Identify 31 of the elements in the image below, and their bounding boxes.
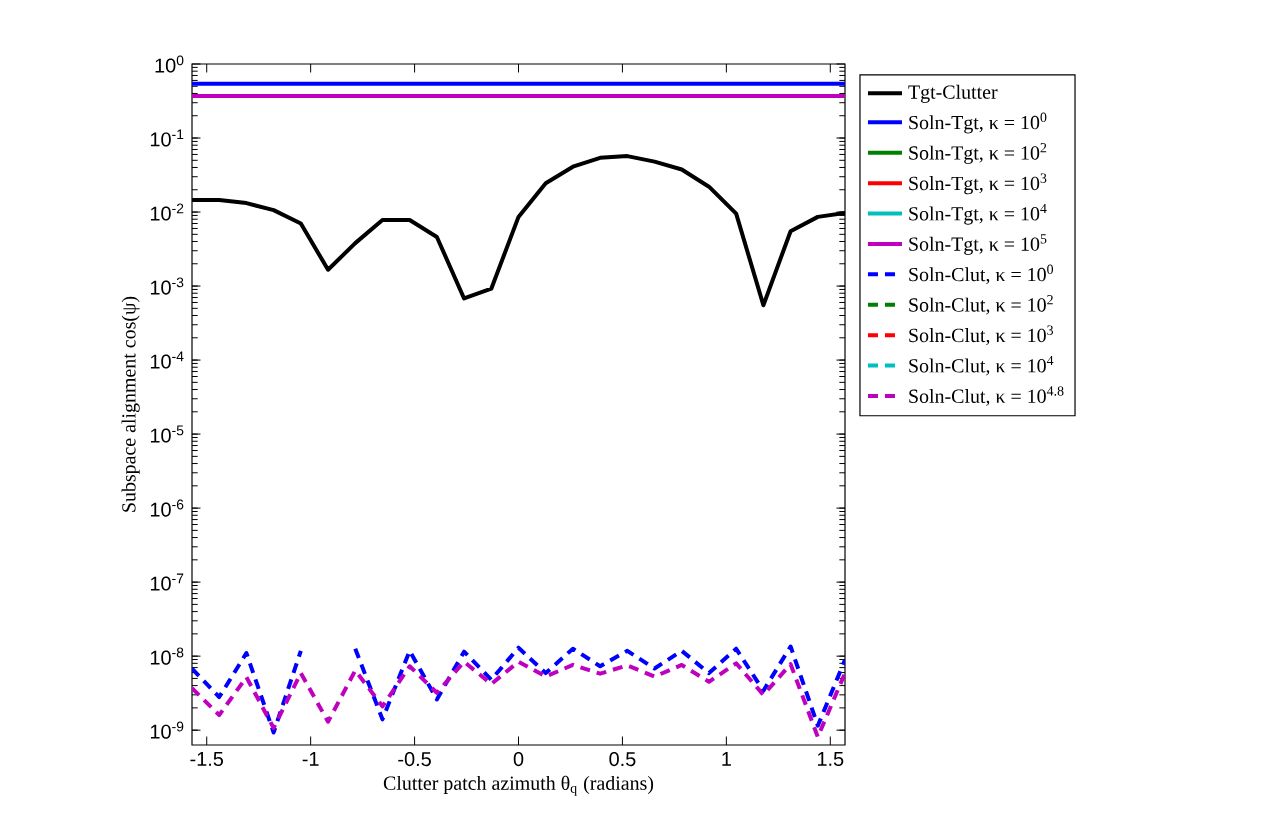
- legend-label: Soln-Clut, κ = 10$^{4}$: [909, 355, 1054, 376]
- x-tick-label: -0.5: [398, 752, 431, 767]
- legend-label: Soln-Clut, κ = 10$^{0}$: [909, 264, 1054, 285]
- y-tick-label: 10$^{-3}$: [150, 277, 184, 295]
- legend-label: Soln-Clut, κ = 10$^{3}$: [909, 325, 1054, 346]
- y-tick-label: 10$^{-5}$: [150, 425, 184, 443]
- x-tick-label: 0.5: [609, 752, 636, 767]
- line-series: [192, 659, 846, 739]
- legend-label: Soln-Clut, κ = 10$^{4.8}$: [909, 386, 1064, 406]
- y-tick-label: 10$^{-7}$: [150, 573, 184, 591]
- y-tick-label: 10$^{-2}$: [150, 203, 184, 221]
- x-axis-title: Clutter patch azimuth θ$_{q}$ (radians): [383, 775, 654, 796]
- x-tick-label: 1.5: [817, 752, 844, 766]
- y-tick-label: 10$^{-8}$: [150, 647, 184, 665]
- y-axis-title: Subspace alignment cos(ψ): [121, 296, 140, 512]
- legend-label: Tgt-Clutter: [908, 84, 998, 103]
- legend-label: Soln-Tgt, κ = 10$^{4}$: [909, 203, 1047, 225]
- x-tick-label: 1: [722, 752, 731, 766]
- y-tick-label: 10$^{-4}$: [150, 351, 184, 369]
- legend-label: Soln-Tgt, κ = 10$^{3}$: [909, 173, 1047, 195]
- y-tick-label: 10$^{-6}$: [150, 499, 184, 517]
- x-tick-label: -1.5: [190, 752, 224, 766]
- legend-label: Soln-Tgt, κ = 10$^{5}$: [909, 234, 1047, 255]
- legend-label: Soln-Tgt, κ = 10$^{2}$: [909, 143, 1047, 164]
- x-tick-label: -1: [302, 752, 319, 766]
- y-tick-label: 10$^{-9}$: [150, 721, 184, 739]
- x-tick-label: 0: [513, 752, 524, 767]
- y-tick-label: 10$^{0}$: [155, 55, 184, 73]
- legend-label: Soln-Tgt, κ = 10$^{0}$: [909, 112, 1047, 134]
- legend-label: Soln-Clut, κ = 10$^{2}$: [909, 295, 1053, 315]
- y-tick-label: 10$^{-1}$: [150, 129, 184, 147]
